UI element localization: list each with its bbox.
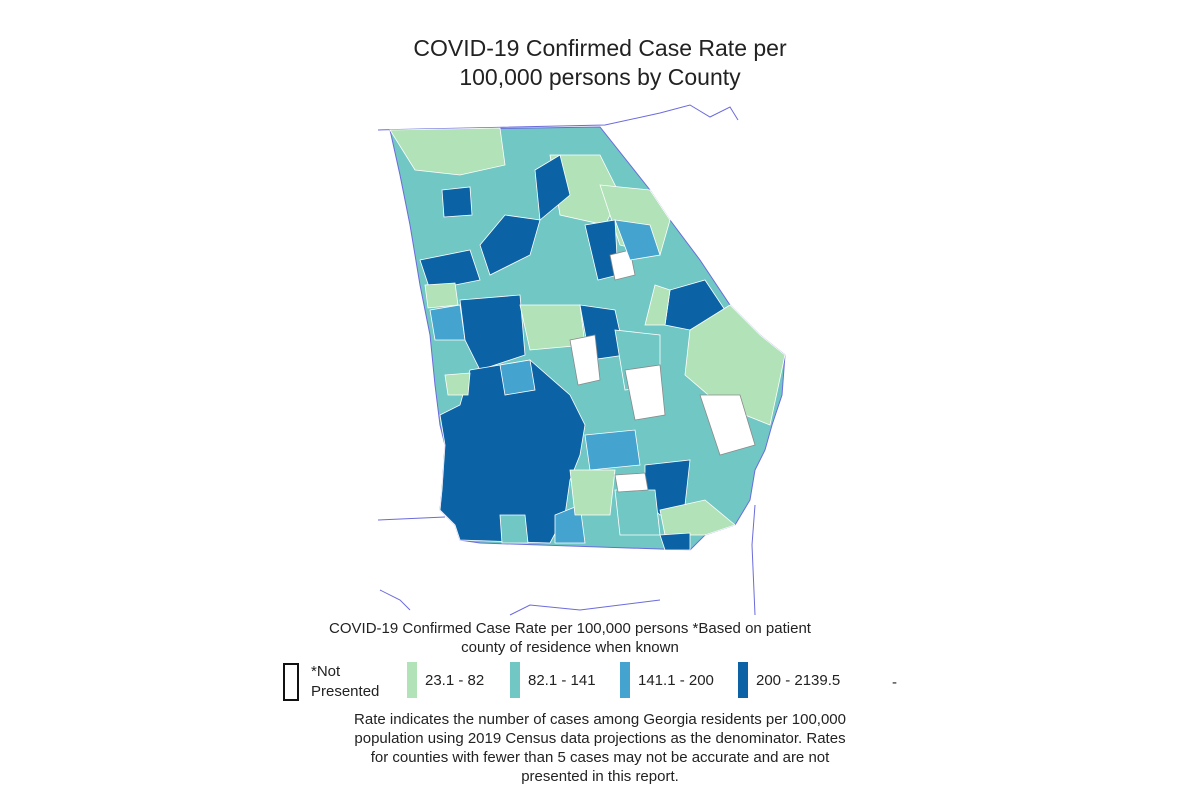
legend-label-bin-4: 200 - 2139.5 xyxy=(756,671,841,689)
map-title-line-2: 100,000 persons by County xyxy=(459,64,741,90)
legend: *Not Presented 23.1 - 82 82.1 - 141 141.… xyxy=(0,660,1200,710)
county-e-white-1 xyxy=(569,334,601,386)
county-se-mid-2 xyxy=(614,489,661,536)
state-border-north xyxy=(377,104,739,131)
county-n-dark-2 xyxy=(479,214,541,276)
county-w-light xyxy=(424,282,459,309)
legend-label-bin-1: 23.1 - 82 xyxy=(425,671,485,689)
map-footnote: Rate indicates the number of cases among… xyxy=(250,710,950,786)
map-footnote-line-2: population using 2019 Census data projec… xyxy=(354,730,846,747)
county-nw-dark-1 xyxy=(441,186,473,218)
county-e-white-2 xyxy=(624,364,666,421)
county-se-light-2 xyxy=(569,469,616,516)
county-w-mid xyxy=(429,304,466,341)
county-n-dark-1 xyxy=(534,154,571,221)
county-east-light-1 xyxy=(644,284,671,326)
map-footnote-line-4: presented in this report. xyxy=(521,768,679,785)
county-patches xyxy=(389,127,786,551)
map-title: COVID-19 Confirmed Case Rate per 100,000… xyxy=(0,34,1200,92)
legend-title: COVID-19 Confirmed Case Rate per 100,000… xyxy=(270,619,870,657)
legend-item-not-presented: *Not Presented xyxy=(283,662,379,702)
county-se-white xyxy=(614,472,649,493)
legend-item-bin-3: 141.1 - 200 xyxy=(620,662,714,698)
legend-swatch-not-presented xyxy=(283,663,299,701)
legend-swatch-bin-3 xyxy=(620,662,630,698)
legend-item-bin-4: 200 - 2139.5 xyxy=(738,662,840,698)
county-sw-light xyxy=(444,372,471,396)
county-center-mid xyxy=(459,294,526,371)
county-se-mid-1 xyxy=(584,429,641,471)
state-border-west-south xyxy=(377,516,446,521)
legend-label-bin-2: 82.1 - 141 xyxy=(528,671,596,689)
legend-label-bin-3: 141.1 - 200 xyxy=(638,671,714,689)
legend-item-bin-2: 82.1 - 141 xyxy=(510,662,596,698)
legend-swatch-bin-4 xyxy=(738,662,748,698)
legend-trailing-dash: - xyxy=(892,674,897,691)
county-north-1 xyxy=(389,127,506,176)
county-s-mid-1 xyxy=(499,514,529,544)
map-footnote-line-3: for counties with fewer than 5 cases may… xyxy=(370,749,830,766)
legend-label-not-presented: *Not Presented xyxy=(311,662,379,702)
county-ne-mid xyxy=(614,219,661,261)
county-nw-dark-2 xyxy=(419,249,481,291)
county-sw-mid xyxy=(499,359,536,396)
legend-item-bin-1: 23.1 - 82 xyxy=(407,662,484,698)
legend-label-not-presented-line-2: Presented xyxy=(311,683,380,700)
county-e-white-3 xyxy=(699,394,756,456)
map-footnote-line-1: Rate indicates the number of cases among… xyxy=(354,711,846,728)
florida-coast xyxy=(379,589,661,616)
legend-swatch-bin-2 xyxy=(510,662,520,698)
map-title-line-1: COVID-19 Confirmed Case Rate per xyxy=(413,35,787,61)
county-coast-dark xyxy=(659,532,691,551)
county-coast-light xyxy=(659,499,736,536)
legend-label-not-presented-line-1: *Not xyxy=(311,663,341,680)
legend-title-line-1: COVID-19 Confirmed Case Rate per 100,000… xyxy=(329,620,811,637)
georgia-county-map xyxy=(377,104,786,616)
legend-swatch-bin-1 xyxy=(407,662,417,698)
legend-title-line-2: county of residence when known xyxy=(461,639,679,656)
